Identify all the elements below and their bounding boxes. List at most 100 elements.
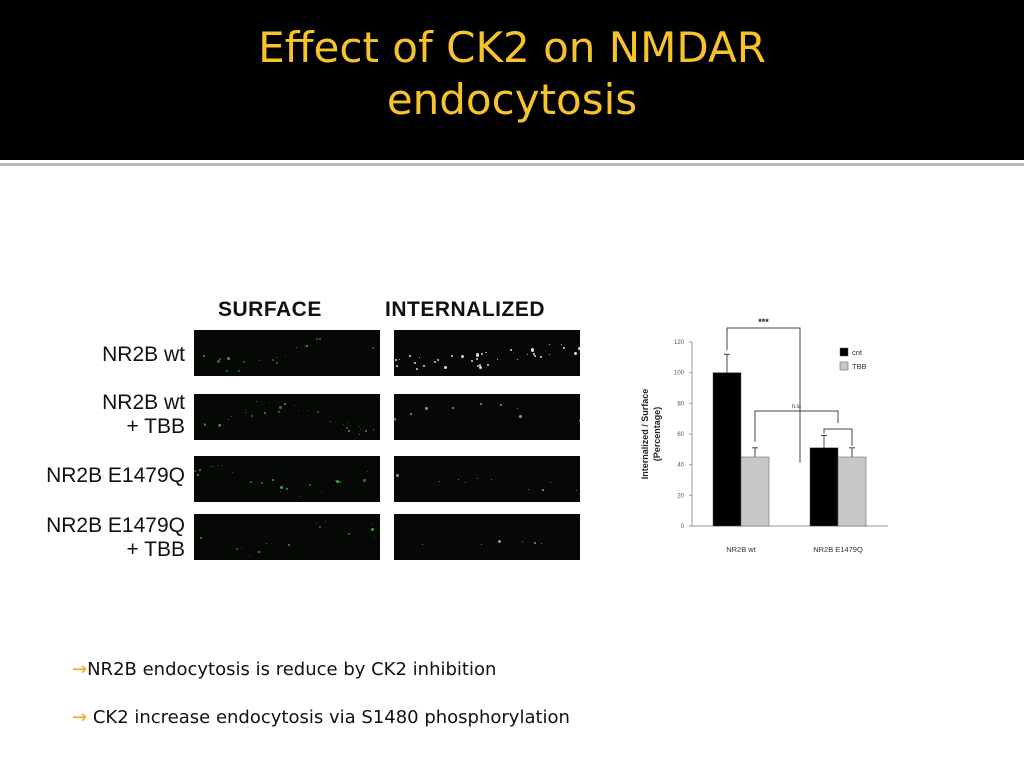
row-label-4: NR2B E1479Q + TBB	[46, 514, 185, 561]
fluorescence-speck	[295, 347, 297, 349]
fluorescence-speck	[336, 479, 340, 483]
fluorescence-speck	[421, 543, 423, 545]
bar-TBB-0	[740, 456, 770, 527]
fluorescence-speck	[197, 473, 200, 476]
y-tick-label: 100	[674, 371, 685, 377]
fluorescence-speck	[320, 492, 322, 494]
fluorescence-speck	[279, 485, 283, 489]
fluorescence-speck	[199, 469, 202, 471]
fluorescence-speck	[203, 423, 206, 426]
fluorescence-speck	[394, 419, 396, 421]
fluorescence-speck	[199, 536, 202, 539]
micrograph-internalized-e1479q-tbb	[394, 514, 580, 560]
slide-title-line1: Effect of CK2 on NMDAR	[258, 23, 766, 72]
bullet-2: → CK2 increase endocytosis via S1480 pho…	[72, 707, 570, 728]
fluorescence-speck	[394, 418, 396, 421]
ns-bracket	[754, 410, 839, 442]
fluorescence-speck	[308, 484, 311, 487]
slide-title: Effect of CK2 on NMDAR endocytosis	[0, 22, 1024, 126]
fluorescence-speck	[372, 429, 374, 431]
title-bar	[0, 0, 1024, 160]
fluorescence-speck	[316, 410, 319, 413]
fluorescence-speck	[250, 414, 253, 417]
fluorescence-speck	[548, 353, 550, 355]
fluorescence-speck	[316, 337, 319, 340]
bar-cnt-0	[712, 372, 742, 527]
micrograph-internalized-wt-tbb	[394, 394, 580, 440]
fluorescence-speck	[248, 555, 250, 557]
fluorescence-speck	[259, 360, 261, 362]
fluorescence-speck	[510, 348, 513, 351]
fluorescence-speck	[562, 347, 565, 350]
fluorescence-speck	[231, 472, 233, 474]
fluorescence-speck	[574, 351, 578, 355]
column-header-surface: SURFACE	[218, 298, 322, 321]
fluorescence-speck	[359, 434, 360, 436]
significance-label: ***	[758, 317, 769, 327]
fluorescence-speck	[550, 482, 552, 484]
fluorescence-speck	[480, 403, 483, 406]
y-axis-label: Internalized / Surface	[640, 389, 650, 480]
fluorescence-speck	[315, 522, 317, 524]
y-tick-label: 40	[677, 463, 684, 469]
fluorescence-speck	[419, 357, 421, 359]
fluorescence-speck	[365, 430, 368, 433]
fluorescence-speck	[475, 357, 478, 360]
fluorescence-speck	[436, 359, 439, 362]
fluorescence-speck	[217, 424, 221, 428]
fluorescence-speck	[438, 480, 440, 482]
y-tick-label: 0	[681, 524, 685, 530]
fluorescence-speck	[450, 354, 453, 357]
fluorescence-speck	[367, 470, 369, 472]
fluorescence-speck	[241, 547, 243, 549]
fluorescence-speck	[460, 354, 464, 358]
y-tick-label: 120	[674, 340, 685, 346]
fluorescence-speck	[272, 359, 274, 362]
fluorescence-speck	[284, 402, 287, 405]
fluorescence-speck	[396, 473, 400, 477]
y-tick-label: 20	[677, 493, 684, 499]
row-label-3: NR2B E1479Q	[46, 464, 185, 487]
micrograph-surface-e1479q-tbb	[194, 514, 380, 560]
fluorescence-speck	[213, 466, 214, 468]
row-label-2: NR2B wt + TBB	[102, 391, 185, 438]
fluorescence-speck	[306, 344, 309, 347]
fluorescence-speck	[395, 358, 398, 361]
fluorescence-speck	[278, 406, 282, 410]
fluorescence-speck	[374, 537, 376, 539]
fluorescence-speck	[476, 364, 479, 367]
fluorescence-speck	[481, 543, 483, 545]
fluorescence-speck	[258, 550, 261, 553]
fluorescence-speck	[395, 364, 398, 367]
fluorescence-speck	[533, 353, 535, 356]
fluorescence-speck	[238, 369, 241, 372]
fluorescence-speck	[490, 478, 492, 480]
x-tick-label: NR2B E1479Q	[813, 545, 863, 554]
micrograph-surface-wt	[194, 330, 380, 376]
y-axis-label-2: (Percentage)	[652, 407, 662, 462]
x-tick-label: NR2B wt	[726, 545, 757, 554]
fluorescence-speck	[542, 488, 545, 491]
fluorescence-speck	[372, 428, 374, 430]
fluorescence-speck	[334, 480, 336, 482]
fluorescence-speck	[434, 360, 436, 363]
bullet-1: →NR2B endocytosis is reduce by CK2 inhib…	[72, 659, 496, 680]
fluorescence-speck	[371, 347, 374, 350]
fluorescence-speck	[540, 543, 542, 545]
fluorescence-speck	[236, 548, 239, 551]
micrograph-surface-e1479q	[194, 456, 380, 502]
fluorescence-speck	[219, 357, 222, 360]
bullet-1-text: NR2B endocytosis is reduce by CK2 inhibi…	[87, 659, 497, 680]
fluorescence-speck	[264, 412, 267, 415]
fluorescence-speck	[533, 542, 536, 545]
fluorescence-speck	[343, 423, 345, 425]
fluorescence-speck	[360, 429, 362, 431]
fluorescence-speck	[319, 338, 321, 341]
fluorescence-speck	[370, 527, 374, 531]
significance-bracket	[726, 327, 801, 463]
fluorescence-speck	[216, 465, 218, 467]
fluorescence-speck	[249, 480, 252, 483]
fluorescence-speck	[516, 408, 518, 410]
fluorescence-speck	[477, 478, 479, 480]
fluorescence-speck	[481, 353, 484, 356]
